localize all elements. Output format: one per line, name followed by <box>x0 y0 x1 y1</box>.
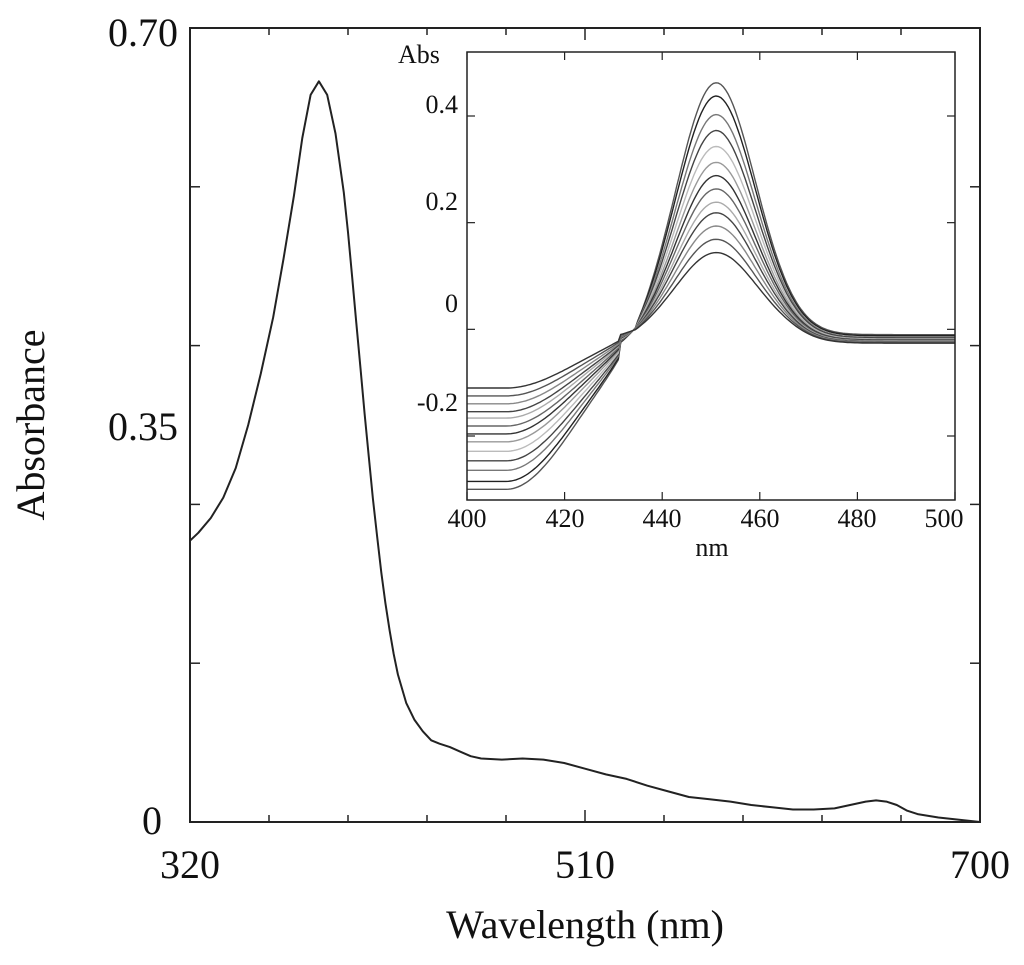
inset-plot-background <box>467 52 955 500</box>
main-ytick-label: 0 <box>142 798 162 843</box>
inset-ytick-label: 0 <box>445 289 458 318</box>
inset-y-axis-title: Abs <box>398 40 440 69</box>
main-ytick-label: 0.35 <box>108 404 178 449</box>
main-y-axis-title: Absorbance <box>8 329 53 520</box>
absorbance-spectrum-line <box>189 80 981 823</box>
main-xtick-label: 510 <box>555 842 615 887</box>
inset-xtick-label: 420 <box>546 504 585 533</box>
inset-xtick-label: 480 <box>838 504 877 533</box>
main-series <box>189 80 981 823</box>
inset-xtick-label: 400 <box>448 504 487 533</box>
inset-plot-frame <box>466 51 956 501</box>
inset-difference-spectrum-line <box>467 95 955 483</box>
inset-ytick-label: -0.2 <box>417 388 458 417</box>
inset-ytick-label: 0.4 <box>426 90 459 119</box>
inset-difference-spectrum-line <box>467 251 955 389</box>
inset-xtick-label: 460 <box>741 504 780 533</box>
inset-series <box>467 82 955 490</box>
inset-ticks <box>466 52 956 500</box>
inset-x-axis-title: nm <box>695 533 728 562</box>
main-xtick-label: 320 <box>160 842 220 887</box>
inset-ytick-label: 0.2 <box>426 187 459 216</box>
inset-xtick-label: 440 <box>643 504 682 533</box>
inset-difference-spectrum-line <box>467 82 955 490</box>
main-x-axis-title: Wavelength (nm) <box>446 902 724 947</box>
main-ytick-label: 0.70 <box>108 10 178 55</box>
main-xtick-label: 700 <box>950 842 1010 887</box>
inset-difference-spectrum-line <box>467 129 955 462</box>
inset-xtick-label: 500 <box>925 504 964 533</box>
